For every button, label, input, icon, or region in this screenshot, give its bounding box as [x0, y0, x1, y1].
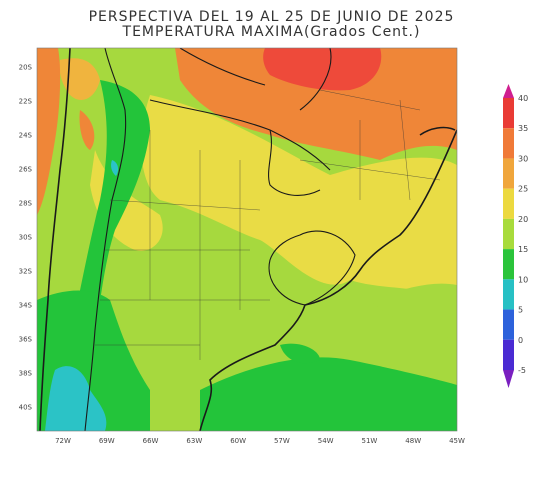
colorbar-level-label: 15 — [518, 245, 528, 254]
colorbar-segment — [503, 158, 514, 189]
colorbar-level-label: 40 — [518, 94, 528, 103]
colorbar-level-label: 30 — [518, 154, 528, 163]
lon-tick-label: 66W — [143, 437, 159, 445]
map-frame — [36, 47, 458, 432]
lat-tick-label: 24S — [19, 132, 33, 140]
colorbar-level-label: 0 — [518, 336, 523, 345]
colorbar-level-label: -5 — [518, 366, 526, 375]
lat-tick-label: 38S — [19, 370, 33, 378]
lon-tick-label: 54W — [318, 437, 334, 445]
colorbar-level-label: 20 — [518, 215, 528, 224]
lon-tick-label: 63W — [186, 437, 202, 445]
lat-tick-label: 34S — [19, 302, 33, 310]
lon-tick-label: 45W — [449, 437, 465, 445]
lat-tick-label: 22S — [19, 98, 33, 106]
lat-tick-label: 40S — [19, 404, 33, 412]
field-very-hot — [263, 48, 382, 91]
lon-tick-label: 48W — [405, 437, 421, 445]
lat-tick-label: 32S — [19, 268, 33, 276]
colorbar-segment — [503, 128, 514, 159]
temperature-field — [37, 48, 457, 431]
colorbar-bottom-arrow — [503, 370, 514, 388]
lon-tick-label: 60W — [230, 437, 246, 445]
map-subtitle: TEMPERATURA MAXIMA(Grados Cent.) — [122, 24, 421, 40]
lon-tick-label: 69W — [99, 437, 115, 445]
lat-tick-label: 30S — [19, 234, 33, 242]
colorbar-top-arrow — [503, 84, 514, 98]
field-ocean-cool — [370, 283, 457, 340]
field-hot-patch — [79, 110, 95, 150]
colorbar: 40 35 30 25 20 15 10 5 0 -5 — [503, 84, 528, 388]
lat-tick-label: 36S — [19, 336, 33, 344]
field-cold-patch — [280, 343, 320, 364]
field-hot — [175, 48, 457, 160]
colorbar-segment — [503, 309, 514, 340]
colorbar-level-label: 35 — [518, 124, 528, 133]
colorbar-segment — [503, 339, 514, 370]
field-very-cold-spot — [111, 160, 119, 176]
colorbar-level-label: 5 — [518, 306, 523, 315]
field-warm-central — [141, 95, 457, 300]
province-borders — [95, 89, 441, 360]
lat-tick-label: 20S — [19, 64, 33, 72]
lon-tick-label: 72W — [55, 437, 71, 445]
longitude-axis: 72W 69W 66W 63W 60W 57W 54W 51W 48W 45W — [55, 437, 465, 445]
lon-tick-label: 57W — [274, 437, 290, 445]
colorbar-segment — [503, 279, 514, 310]
colorbar-segment — [503, 98, 514, 129]
latitude-axis: 20S 22S 24S 26S 28S 30S 32S 34S 36S 38S 40S — [19, 64, 33, 412]
field-cold-ocean — [200, 357, 457, 431]
colorbar-level-label: 10 — [518, 275, 528, 284]
colorbar-segment — [503, 188, 514, 219]
lat-tick-label: 28S — [19, 200, 33, 208]
coastline — [39, 48, 457, 431]
colorbar-level-label: 25 — [518, 185, 528, 194]
lon-tick-label: 51W — [362, 437, 378, 445]
colorbar-segment — [503, 249, 514, 280]
field-hot-west — [37, 48, 61, 215]
lat-tick-label: 26S — [19, 166, 33, 174]
country-borders — [84, 48, 356, 431]
colorbar-segment — [503, 218, 514, 250]
map-title: PERSPECTIVA DEL 19 AL 25 DE JUNIO DE 202… — [88, 9, 455, 25]
field-very-cold — [45, 366, 107, 431]
